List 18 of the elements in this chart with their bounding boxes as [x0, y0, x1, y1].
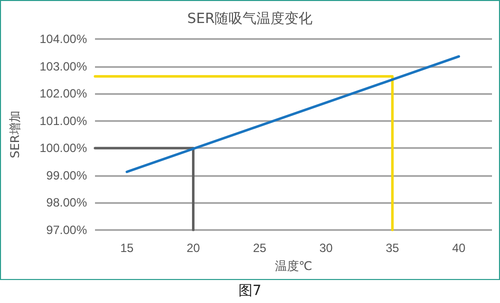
x-tick-label: 40 — [452, 241, 466, 255]
x-tick-label: 30 — [319, 241, 334, 255]
y-axis-title: SER增加 — [8, 110, 22, 158]
y-tick-label: 101.00% — [40, 114, 88, 128]
x-tick-label: 35 — [386, 241, 400, 255]
y-tick-label: 100.00% — [40, 141, 88, 156]
x-tick-label: 15 — [120, 241, 134, 255]
x-axis-title: 温度℃ — [274, 259, 312, 273]
y-tick-label: 104.00% — [40, 32, 88, 46]
caption: 图7 — [238, 282, 262, 300]
chart-title: SER随吸气温度变化 — [187, 11, 313, 27]
x-tick-label: 25 — [252, 241, 267, 255]
y-tick-label: 99.00% — [46, 168, 88, 182]
x-tick-label: 20 — [186, 241, 200, 255]
y-tick-label: 102.00% — [40, 86, 88, 101]
y-tick-label: 97.00% — [46, 223, 88, 237]
y-tick-label: 98.00% — [46, 196, 88, 210]
y-tick-label: 103.00% — [40, 59, 88, 74]
